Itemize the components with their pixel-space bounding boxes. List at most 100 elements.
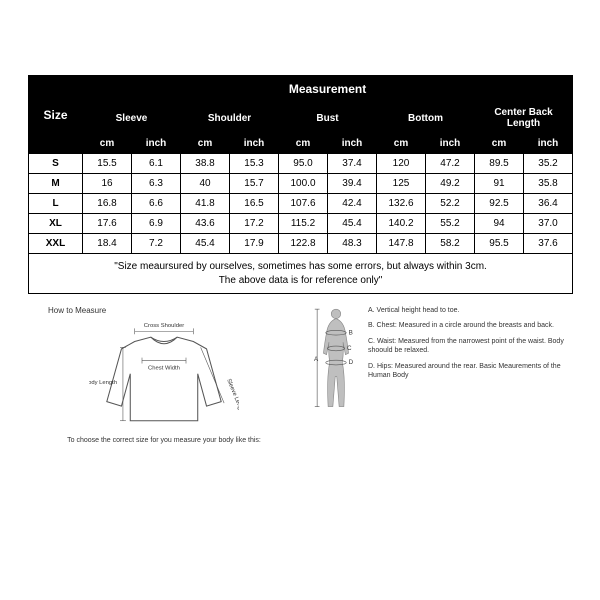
value-cell: 17.6: [83, 214, 132, 234]
value-cell: 95.0: [279, 154, 328, 174]
value-cell: 122.8: [279, 234, 328, 254]
value-cell: 15.3: [230, 154, 279, 174]
unit-cm: cm: [279, 134, 328, 154]
howto-right: A B C D A. Vertical height head to toe. …: [312, 306, 572, 444]
value-cell: 120: [377, 154, 426, 174]
value-cell: 6.1: [132, 154, 181, 174]
value-cell: 125: [377, 174, 426, 194]
marker-a: A: [314, 356, 319, 363]
body-diagram: A B C D: [312, 306, 360, 416]
label-cross-shoulder: Cross Shoulder: [144, 323, 184, 329]
value-cell: 18.4: [83, 234, 132, 254]
measurement-header: Measurement: [83, 76, 573, 103]
value-cell: 7.2: [132, 234, 181, 254]
size-cell: XXL: [29, 234, 83, 254]
def-c: C. Waist: Measured from the narrowest po…: [368, 337, 572, 356]
value-cell: 37.4: [328, 154, 377, 174]
footnote: "Size meaursured by ourselves, sometimes…: [29, 254, 573, 294]
value-cell: 41.8: [181, 194, 230, 214]
unit-inch: inch: [328, 134, 377, 154]
value-cell: 45.4: [328, 214, 377, 234]
group-sleeve: Sleeve: [83, 103, 181, 134]
value-cell: 140.2: [377, 214, 426, 234]
unit-inch: inch: [426, 134, 475, 154]
marker-d: D: [349, 359, 354, 366]
value-cell: 107.6: [279, 194, 328, 214]
value-cell: 95.5: [475, 234, 524, 254]
footnote-line1: "Size meaursured by ourselves, sometimes…: [114, 261, 487, 272]
size-cell: M: [29, 174, 83, 194]
howto-title: How to Measure: [48, 306, 106, 315]
value-cell: 58.2: [426, 234, 475, 254]
table-row: XL17.66.943.617.2115.245.4140.255.29437.…: [29, 214, 573, 234]
value-cell: 17.9: [230, 234, 279, 254]
group-shoulder: Shoulder: [181, 103, 279, 134]
value-cell: 48.3: [328, 234, 377, 254]
value-cell: 92.5: [475, 194, 524, 214]
value-cell: 89.5: [475, 154, 524, 174]
unit-cm: cm: [377, 134, 426, 154]
def-a: A. Vertical height head to toe.: [368, 306, 572, 315]
value-cell: 38.8: [181, 154, 230, 174]
group-center-back: Center Back Length: [475, 103, 573, 134]
size-cell: XL: [29, 214, 83, 234]
table-row: S15.56.138.815.395.037.412047.289.535.2: [29, 154, 573, 174]
marker-b: B: [349, 329, 353, 336]
label-sleeve-length: Sleeve Length: [225, 378, 239, 415]
group-bottom: Bottom: [377, 103, 475, 134]
unit-inch: inch: [524, 134, 573, 154]
value-cell: 16.5: [230, 194, 279, 214]
value-cell: 147.8: [377, 234, 426, 254]
value-cell: 55.2: [426, 214, 475, 234]
value-cell: 37.6: [524, 234, 573, 254]
value-cell: 47.2: [426, 154, 475, 174]
footnote-line2: The above data is for reference only": [219, 275, 383, 286]
value-cell: 39.4: [328, 174, 377, 194]
value-cell: 16.8: [83, 194, 132, 214]
unit-cm: cm: [83, 134, 132, 154]
value-cell: 37.0: [524, 214, 573, 234]
value-cell: 115.2: [279, 214, 328, 234]
value-cell: 45.4: [181, 234, 230, 254]
label-body-length: Body Length: [89, 380, 117, 386]
howto-left: How to Measure Cross Shoulder Body Lengt…: [28, 306, 300, 444]
def-d: D. Hips: Measured around the rear. Basic…: [368, 362, 572, 381]
value-cell: 40: [181, 174, 230, 194]
label-chest-width: Chest Width: [148, 365, 180, 371]
unit-inch: inch: [132, 134, 181, 154]
value-cell: 15.5: [83, 154, 132, 174]
value-cell: 17.2: [230, 214, 279, 234]
value-cell: 94: [475, 214, 524, 234]
table-row: XXL18.47.245.417.9122.848.3147.858.295.5…: [29, 234, 573, 254]
unit-inch: inch: [230, 134, 279, 154]
value-cell: 49.2: [426, 174, 475, 194]
table-row: L16.86.641.816.5107.642.4132.652.292.536…: [29, 194, 573, 214]
value-cell: 6.3: [132, 174, 181, 194]
value-cell: 15.7: [230, 174, 279, 194]
value-cell: 16: [83, 174, 132, 194]
group-bust: Bust: [279, 103, 377, 134]
marker-c: C: [347, 345, 352, 352]
howto-caption: To choose the correct size for you measu…: [67, 437, 261, 444]
def-b: B. Chest: Measured in a circle around th…: [368, 321, 572, 330]
size-header: Size: [29, 76, 83, 154]
value-cell: 36.4: [524, 194, 573, 214]
how-to-measure: How to Measure Cross Shoulder Body Lengt…: [28, 306, 572, 444]
value-cell: 42.4: [328, 194, 377, 214]
value-cell: 6.9: [132, 214, 181, 234]
value-cell: 35.8: [524, 174, 573, 194]
value-cell: 43.6: [181, 214, 230, 234]
value-cell: 132.6: [377, 194, 426, 214]
value-cell: 52.2: [426, 194, 475, 214]
measurement-definitions: A. Vertical height head to toe. B. Chest…: [368, 306, 572, 387]
size-cell: S: [29, 154, 83, 174]
value-cell: 91: [475, 174, 524, 194]
size-cell: L: [29, 194, 83, 214]
unit-cm: cm: [475, 134, 524, 154]
shirt-diagram: Cross Shoulder Body Length Chest Width S…: [89, 321, 239, 431]
unit-cm: cm: [181, 134, 230, 154]
measurement-table: Size Measurement Sleeve Shoulder Bust Bo…: [28, 75, 573, 294]
value-cell: 35.2: [524, 154, 573, 174]
table-row: M166.34015.7100.039.412549.29135.8: [29, 174, 573, 194]
value-cell: 100.0: [279, 174, 328, 194]
